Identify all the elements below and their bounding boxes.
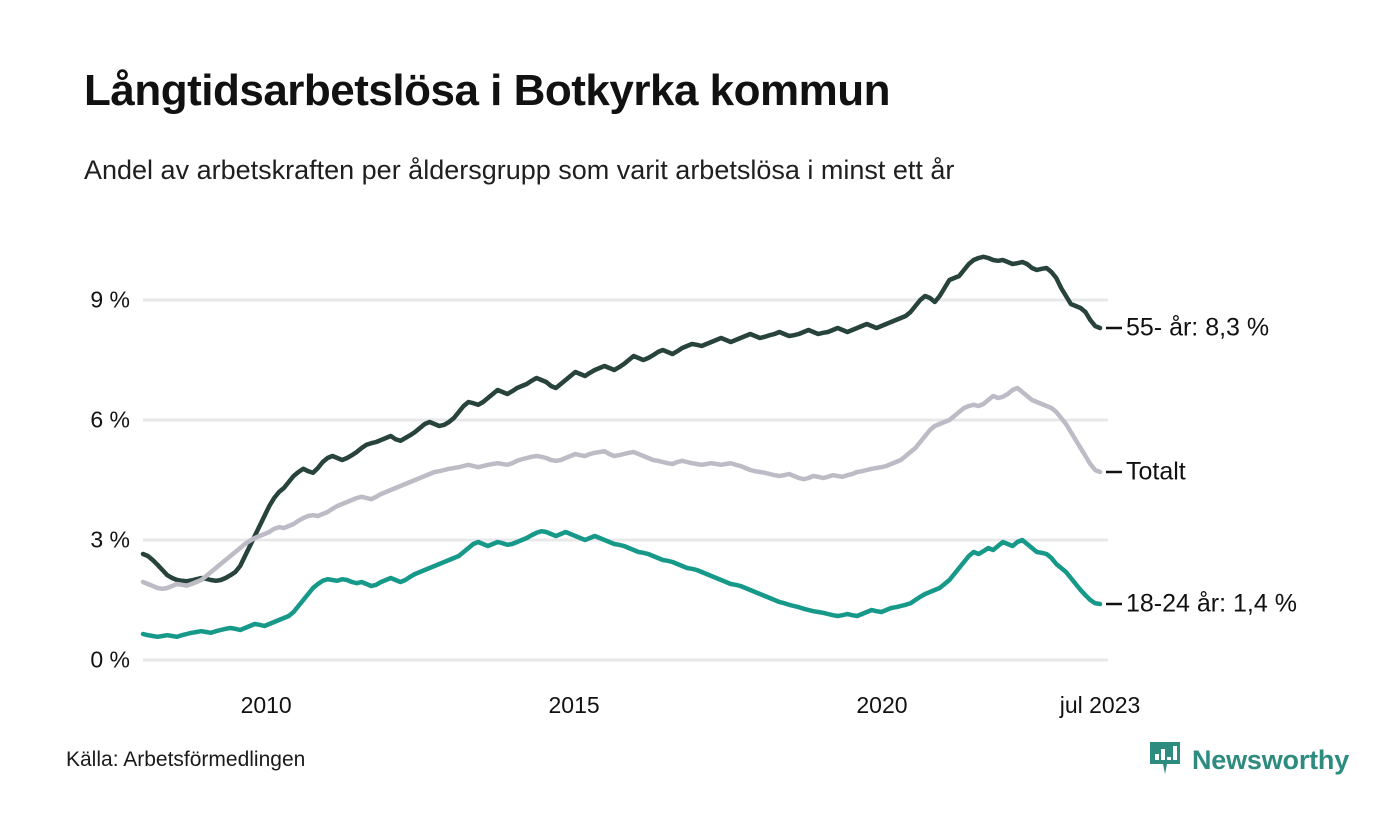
page-subtitle: Andel av arbetskraften per åldersgrupp s… xyxy=(84,155,955,185)
series-tick-marks xyxy=(1106,326,1122,606)
series-line xyxy=(140,385,1103,592)
series-lines xyxy=(140,254,1103,640)
x-axis-tick-label: jul 2023 xyxy=(1059,692,1141,718)
y-axis-tick-label: 3 % xyxy=(90,526,130,553)
x-axis-tick-label: 2020 xyxy=(856,692,908,718)
x-axis-tick-label: 2010 xyxy=(240,692,292,718)
y-axis-tick-label: 6 % xyxy=(90,406,130,433)
page-title: Långtidsarbetslösa i Botkyrka kommun xyxy=(84,66,891,115)
y-axis-tick-label: 9 % xyxy=(90,286,130,313)
series-label: Totalt xyxy=(1126,457,1186,486)
brand-logo: Newsworthy xyxy=(1148,740,1349,781)
series-line xyxy=(140,254,1103,584)
x-axis-tick-label: 2015 xyxy=(548,692,600,718)
y-axis-tick-label: 0 % xyxy=(90,646,130,673)
series-label: 55- år: 8,3 % xyxy=(1126,313,1270,342)
series-label: 18-24 år: 1,4 % xyxy=(1126,589,1297,618)
bar-chart-bubble-icon xyxy=(1148,740,1182,781)
source-note: Källa: Arbetsförmedlingen xyxy=(66,748,306,771)
series-line xyxy=(140,528,1103,640)
brand-name: Newsworthy xyxy=(1192,745,1350,775)
